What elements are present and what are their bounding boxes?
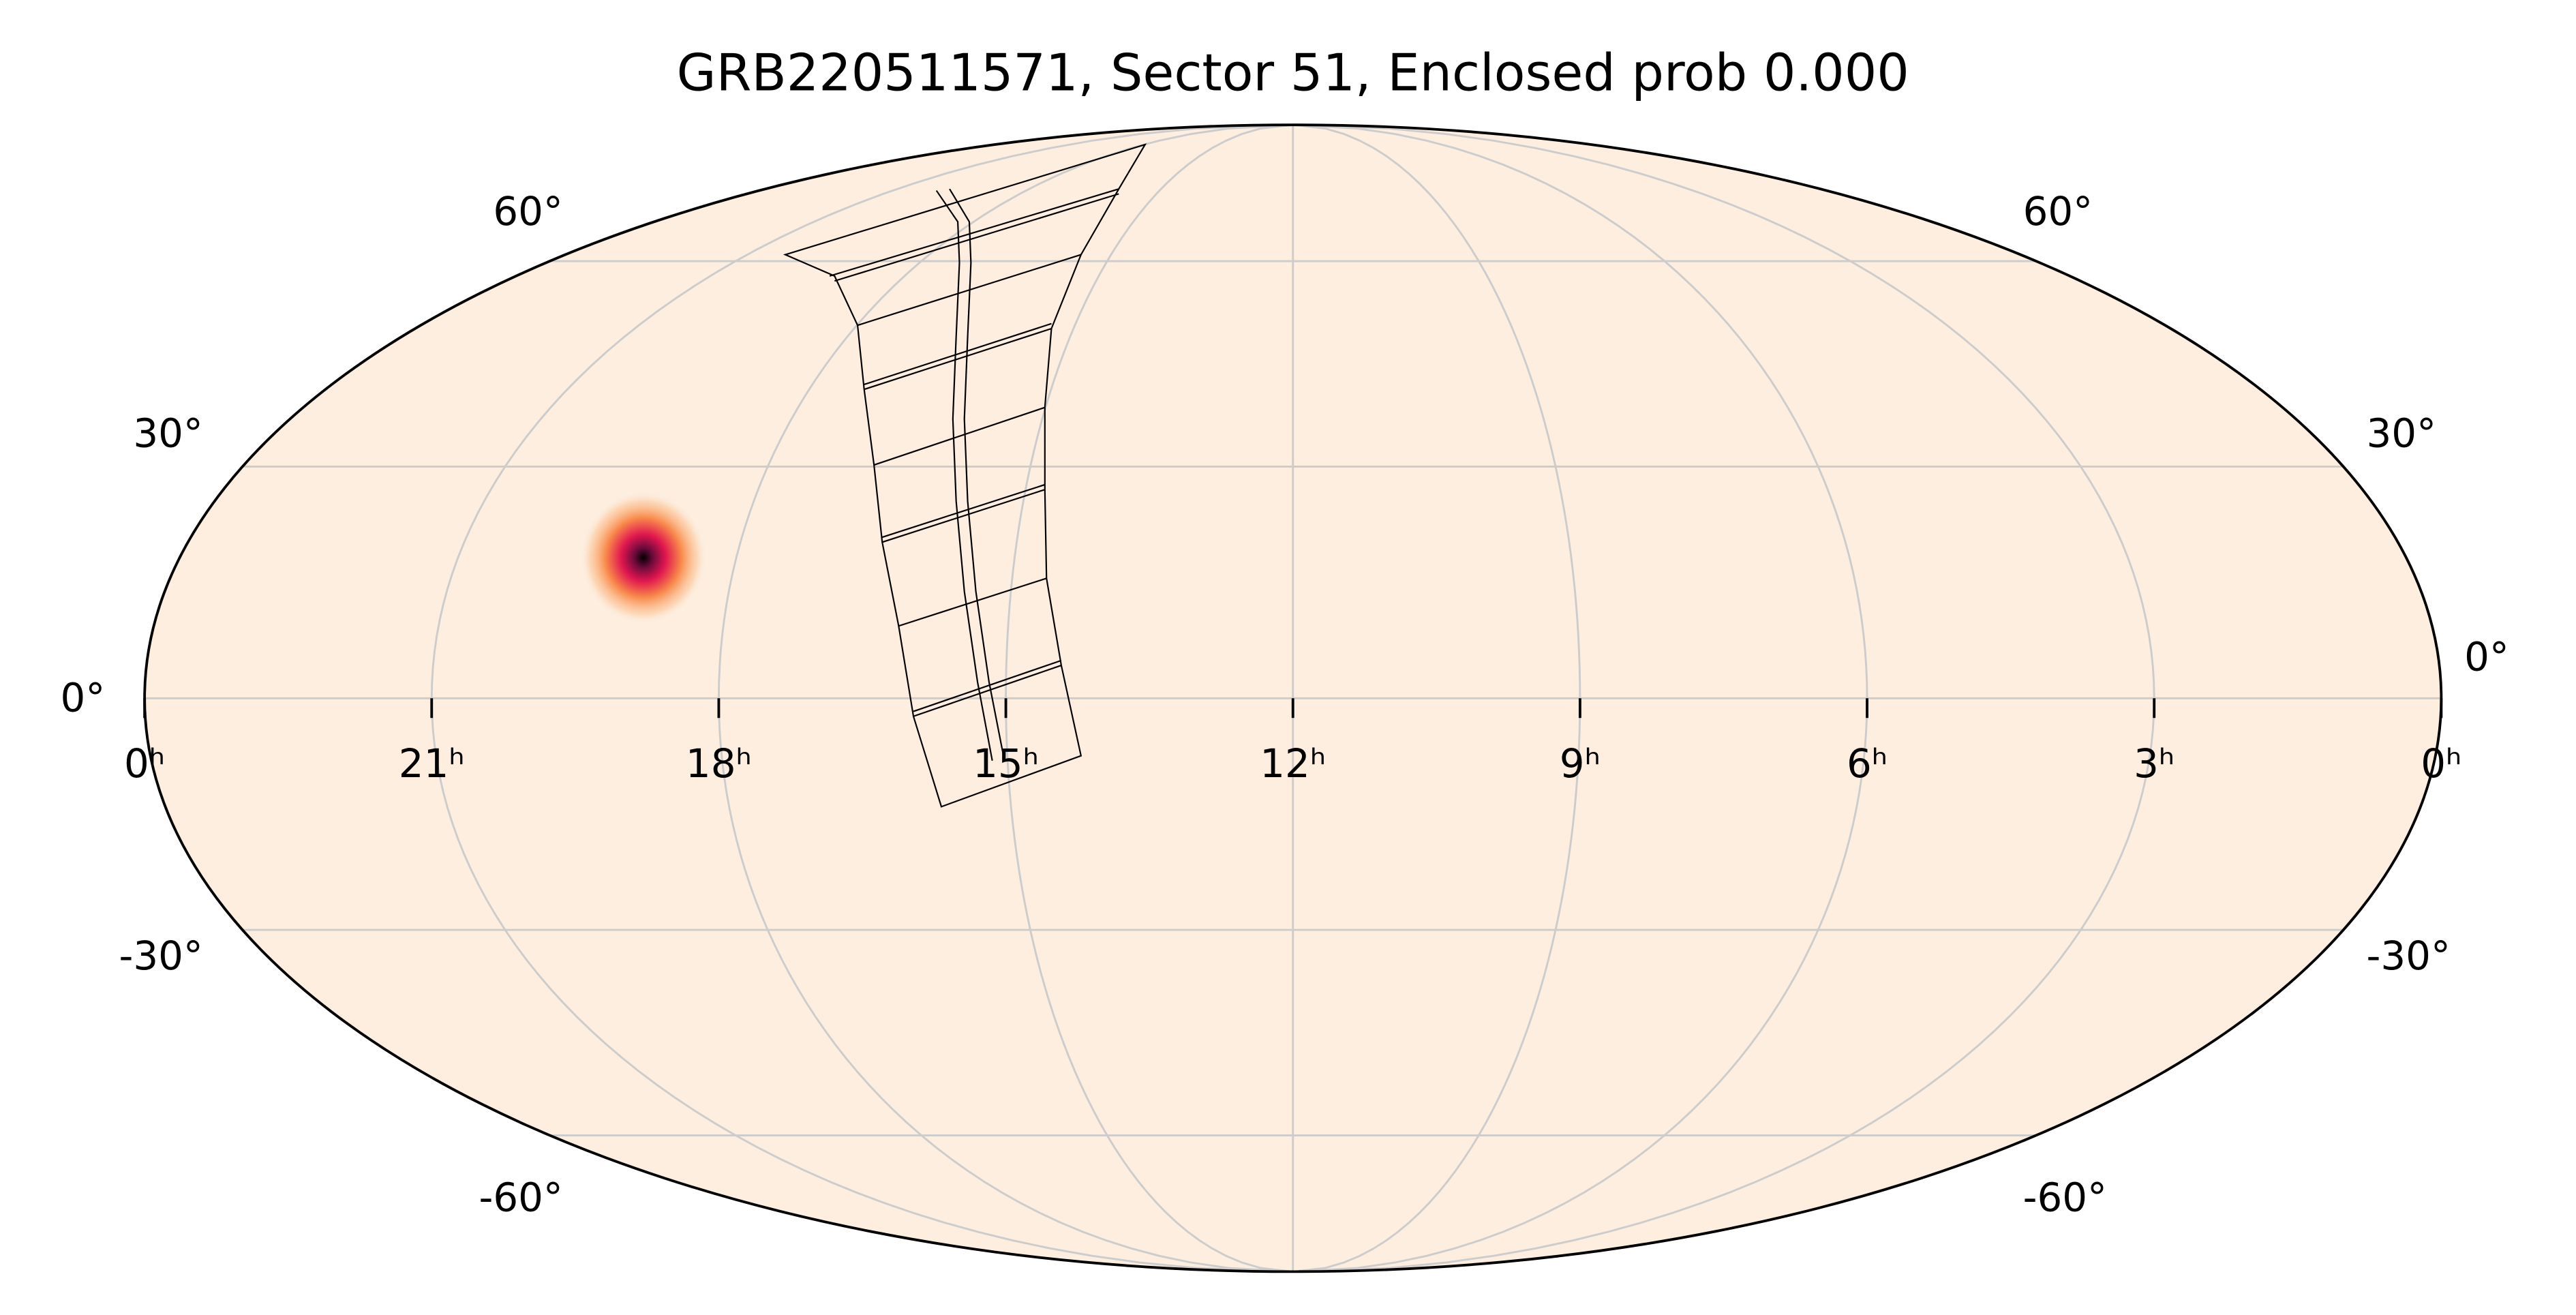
dec-tick-label: 60° bbox=[493, 188, 563, 235]
probability-peak bbox=[580, 491, 707, 624]
sector-footprint bbox=[783, 143, 1147, 808]
dec-tick-label: 0° bbox=[2464, 633, 2509, 680]
grid-line bbox=[717, 125, 1293, 1272]
chart-title: GRB220511571, Sector 51, Enclosed prob 0… bbox=[677, 44, 1909, 103]
dec-tick-label: -60° bbox=[2023, 1174, 2107, 1220]
axis-labels: 60° 60° 30° 30° 0° 0° -30° -30° -60° -60° 0ʰ 21ʰ 18ʰ… bbox=[61, 188, 2509, 1220]
dec-tick-label: -30° bbox=[2367, 933, 2451, 979]
ra-tick-label: 9ʰ bbox=[1560, 740, 1601, 787]
ra-tick-label: 18ʰ bbox=[686, 740, 752, 787]
ra-tick-label: 12ʰ bbox=[1260, 740, 1326, 787]
grid-line bbox=[1292, 125, 2155, 1272]
localization bbox=[580, 491, 707, 624]
grid-line bbox=[1292, 125, 1581, 1272]
dec-tick-label: 60° bbox=[2023, 188, 2093, 235]
ra-tick-label: 0ʰ bbox=[2421, 740, 2461, 787]
ra-tick-label: 3ʰ bbox=[2134, 740, 2175, 787]
ra-tick-label: 15ʰ bbox=[973, 740, 1039, 787]
grid-line bbox=[430, 125, 1293, 1272]
ra-tick-label: 21ʰ bbox=[399, 740, 465, 787]
ra-tick-label: 6ʰ bbox=[1847, 740, 1888, 787]
grid-line bbox=[1005, 125, 1293, 1272]
ra-tick-label: 0ʰ bbox=[124, 740, 165, 787]
grid-line bbox=[1292, 125, 1868, 1272]
footprint-ccd-edges bbox=[829, 188, 1119, 717]
grid bbox=[145, 125, 2442, 1272]
dec-tick-label: 0° bbox=[61, 675, 106, 721]
dec-tick-label: -30° bbox=[119, 933, 202, 979]
footprint-divider bbox=[935, 190, 993, 761]
dec-tick-label: 30° bbox=[2367, 410, 2437, 457]
footprint-divider bbox=[949, 188, 1005, 758]
map-boundary bbox=[143, 123, 2443, 1273]
dec-tick-label: -60° bbox=[479, 1174, 562, 1220]
dec-tick-label: 30° bbox=[133, 410, 202, 457]
